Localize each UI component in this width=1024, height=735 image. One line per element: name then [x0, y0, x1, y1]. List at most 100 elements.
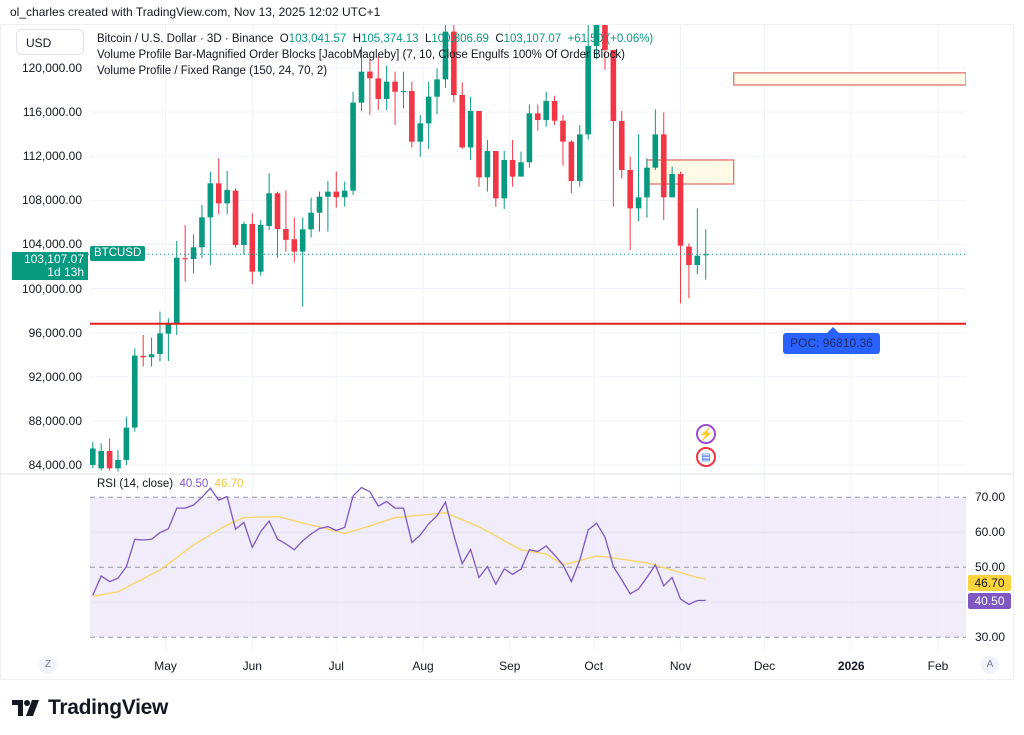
candle-up[interactable]: [526, 104, 533, 168]
candle-down[interactable]: [686, 243, 692, 299]
currency-button[interactable]: USD: [16, 29, 84, 55]
candle-body: [400, 91, 407, 93]
candle-up[interactable]: [316, 191, 323, 232]
candle-up[interactable]: [593, 0, 600, 60]
candle-down[interactable]: [459, 82, 466, 149]
candle-down[interactable]: [451, 19, 457, 103]
candle-down[interactable]: [677, 171, 684, 304]
indicator-order-blocks-legend[interactable]: Volume Profile Bar-Magnified Order Block…: [97, 49, 625, 61]
candle-body: [115, 459, 121, 469]
rsi-ma-line: [92, 511, 706, 598]
lightning-event-icon[interactable]: ⚡: [696, 424, 716, 444]
candle-down[interactable]: [568, 140, 575, 194]
candle-up[interactable]: [165, 318, 172, 362]
candle-down[interactable]: [249, 213, 256, 285]
candle-up[interactable]: [131, 348, 138, 432]
candle-up[interactable]: [299, 217, 306, 307]
candle-down[interactable]: [392, 71, 398, 126]
candle-down[interactable]: [560, 114, 566, 166]
candle-up[interactable]: [383, 65, 390, 111]
candle-up[interactable]: [341, 181, 348, 207]
us-flag-event-icon[interactable]: ▤: [696, 447, 716, 467]
candle-down[interactable]: [283, 190, 289, 252]
candle-up[interactable]: [417, 114, 424, 157]
candle-down[interactable]: [333, 171, 340, 208]
candle-down[interactable]: [409, 81, 415, 148]
candle-up[interactable]: [702, 229, 709, 280]
candle-up[interactable]: [358, 46, 365, 112]
rsi-legend[interactable]: RSI (14, close) 40.50 46.70: [97, 478, 243, 490]
candle-down[interactable]: [610, 50, 617, 207]
candle-body: [283, 229, 289, 240]
candle-down[interactable]: [232, 188, 239, 248]
candle-up[interactable]: [190, 234, 197, 274]
candle-up[interactable]: [257, 219, 264, 276]
candle-up[interactable]: [199, 204, 205, 259]
candle-up[interactable]: [400, 71, 407, 109]
candle-down[interactable]: [493, 151, 499, 207]
candle-down[interactable]: [182, 225, 188, 282]
candle-up[interactable]: [484, 140, 491, 192]
candle-down[interactable]: [509, 140, 516, 187]
candle-up[interactable]: [241, 221, 247, 255]
candle-down[interactable]: [291, 217, 298, 263]
price-axis-label: 120,000.00: [21, 61, 82, 75]
candle-up[interactable]: [173, 240, 180, 335]
candle-up[interactable]: [635, 134, 642, 221]
candle-up[interactable]: [224, 170, 230, 215]
candle-body: [484, 151, 491, 178]
candle-down[interactable]: [367, 58, 373, 115]
candle-up[interactable]: [652, 109, 659, 171]
poc-label-arrow: [827, 327, 839, 333]
candle-down[interactable]: [618, 111, 625, 179]
candle-down[interactable]: [551, 95, 558, 126]
candle-up[interactable]: [350, 91, 356, 195]
candle-up[interactable]: [543, 91, 549, 127]
candle-up[interactable]: [501, 151, 508, 209]
candle-up[interactable]: [266, 173, 272, 230]
candle-down[interactable]: [534, 104, 541, 131]
candle-down[interactable]: [660, 112, 667, 220]
candle-down[interactable]: [476, 111, 482, 187]
candle-up[interactable]: [442, 23, 449, 88]
symbol-legend: Bitcoin / U.S. Dollar · 3D · Binance O10…: [97, 33, 653, 45]
candle-up[interactable]: [115, 449, 121, 472]
zoom-reset-button[interactable]: Z: [39, 656, 57, 674]
candle-down[interactable]: [274, 191, 281, 258]
price-axis-label: 108,000.00: [21, 193, 82, 208]
candle-up[interactable]: [425, 81, 432, 149]
candle-down[interactable]: [602, 2, 608, 70]
auto-scale-button[interactable]: A: [981, 656, 999, 674]
candle-up[interactable]: [157, 311, 163, 362]
candle-up[interactable]: [467, 96, 474, 160]
time-axis-label: Aug: [412, 659, 434, 673]
candle-up[interactable]: [123, 416, 130, 466]
candle-body: [140, 355, 146, 358]
candle-up[interactable]: [694, 208, 701, 275]
candle-down[interactable]: [215, 158, 222, 215]
order-block-zone[interactable]: [733, 72, 966, 86]
indicator-volume-profile-legend[interactable]: Volume Profile / Fixed Range (150, 24, 7…: [97, 65, 328, 77]
candle-up[interactable]: [518, 151, 524, 177]
order-block-zone[interactable]: [646, 159, 735, 185]
rsi-ma-price-tag: 46.70: [968, 575, 1011, 592]
candle-down[interactable]: [140, 334, 146, 367]
candle-up[interactable]: [148, 337, 155, 367]
candle-up[interactable]: [98, 443, 104, 471]
candle-up[interactable]: [644, 158, 650, 218]
candle-down[interactable]: [106, 438, 113, 471]
candle-up[interactable]: [325, 181, 331, 232]
candle-up[interactable]: [585, 7, 591, 140]
candle-body: [694, 255, 701, 265]
candle-up[interactable]: [576, 125, 583, 187]
candle-body: [199, 217, 205, 248]
candle-up[interactable]: [308, 197, 314, 238]
candle-up[interactable]: [669, 166, 675, 198]
candle-down[interactable]: [375, 56, 382, 111]
candle-up[interactable]: [207, 171, 214, 265]
candle-up[interactable]: [434, 68, 440, 115]
candle-down[interactable]: [627, 156, 633, 250]
candle-up[interactable]: [90, 441, 96, 469]
bar-countdown: 1d 13h: [47, 265, 84, 279]
